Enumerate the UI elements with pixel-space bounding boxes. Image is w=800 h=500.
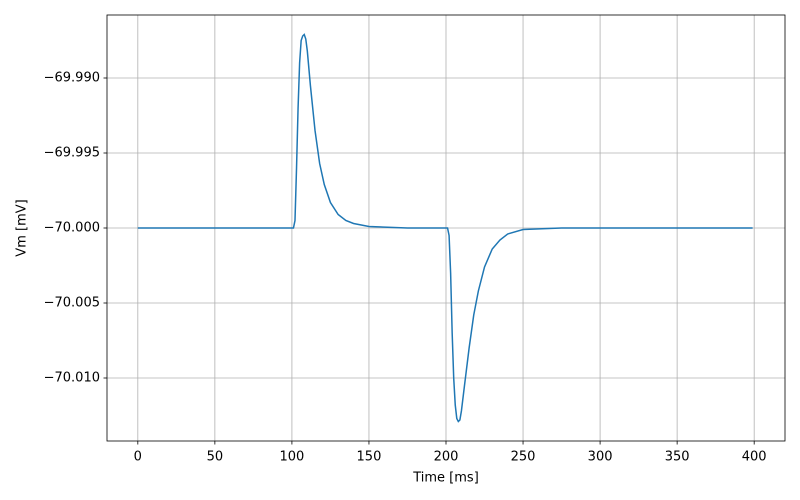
x-tick-label: 350 (665, 450, 690, 465)
x-tick-label: 50 (207, 450, 224, 465)
y-tick-label: −70.005 (44, 296, 100, 311)
x-tick-label: 100 (279, 450, 304, 465)
x-tick-label: 150 (357, 450, 382, 465)
y-tick-label: −69.995 (44, 146, 100, 161)
x-tick-label: 0 (134, 450, 142, 465)
axes-frame (106, 14, 786, 442)
y-tick-label: −70.000 (44, 221, 100, 236)
y-tick-label: −70.010 (44, 371, 100, 386)
x-tick-label: 200 (434, 450, 459, 465)
x-tick-label: 250 (511, 450, 536, 465)
y-axis-label: Vm [mV] (15, 199, 30, 256)
line-series (137, 33, 753, 423)
x-tick-label: 400 (742, 450, 767, 465)
x-tick-label: 300 (588, 450, 613, 465)
x-axis-label: Time [ms] (412, 471, 479, 486)
y-tick-label: −69.990 (44, 71, 100, 86)
